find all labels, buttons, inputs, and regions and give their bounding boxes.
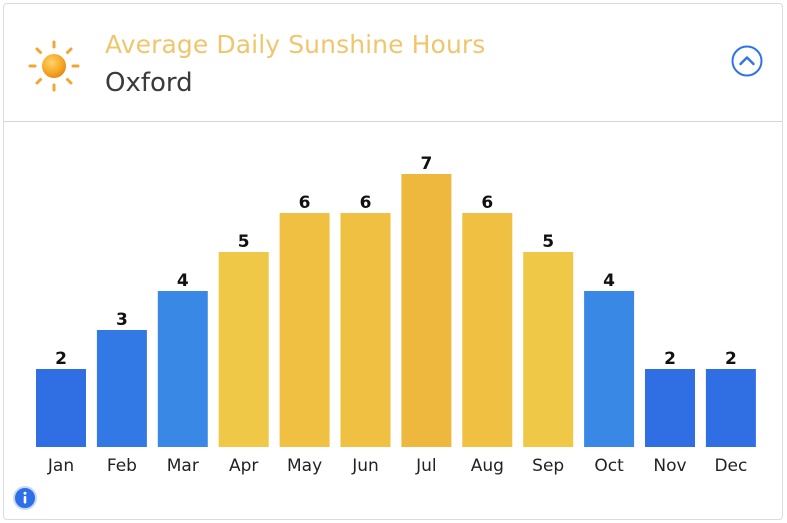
bar-value-label: 4 [177, 271, 189, 291]
month-tick-label: Nov [653, 456, 686, 476]
bar-dec [706, 369, 756, 447]
bar-value-label: 6 [360, 193, 372, 213]
month-tick-label: Jan [47, 456, 74, 476]
bar-value-label: 2 [664, 349, 676, 369]
bar-value-label: 6 [299, 193, 311, 213]
info-icon[interactable] [12, 485, 38, 511]
bar-feb [97, 330, 147, 447]
month-tick-label: Oct [594, 456, 624, 476]
bar-jan [36, 369, 86, 447]
bar-value-label: 2 [725, 349, 737, 369]
month-tick-label: Jun [351, 456, 379, 476]
bar-value-label: 6 [481, 193, 493, 213]
bar-value-label: 2 [55, 349, 67, 369]
month-tick-label: Dec [714, 456, 747, 476]
month-tick-label: Apr [229, 456, 258, 476]
bar-value-label: 5 [238, 232, 250, 252]
bar-nov [645, 369, 695, 447]
bar-value-label: 7 [420, 154, 432, 174]
bar-value-label: 3 [116, 310, 128, 330]
bar-jun [341, 213, 391, 447]
bar-value-label: 5 [542, 232, 554, 252]
bar-oct [584, 291, 634, 447]
month-tick-label: May [287, 456, 322, 476]
bar-sep [523, 252, 573, 447]
bar-aug [462, 213, 512, 447]
month-tick-label: Feb [107, 456, 137, 476]
bar-may [280, 213, 330, 447]
bar-value-label: 4 [603, 271, 615, 291]
bar-mar [158, 291, 208, 447]
bar-apr [219, 252, 269, 447]
month-tick-label: Mar [167, 456, 199, 476]
bar-jul [401, 174, 451, 447]
month-tick-label: Sep [532, 456, 564, 476]
month-tick-label: Jul [415, 456, 437, 476]
month-tick-label: Aug [471, 456, 504, 476]
